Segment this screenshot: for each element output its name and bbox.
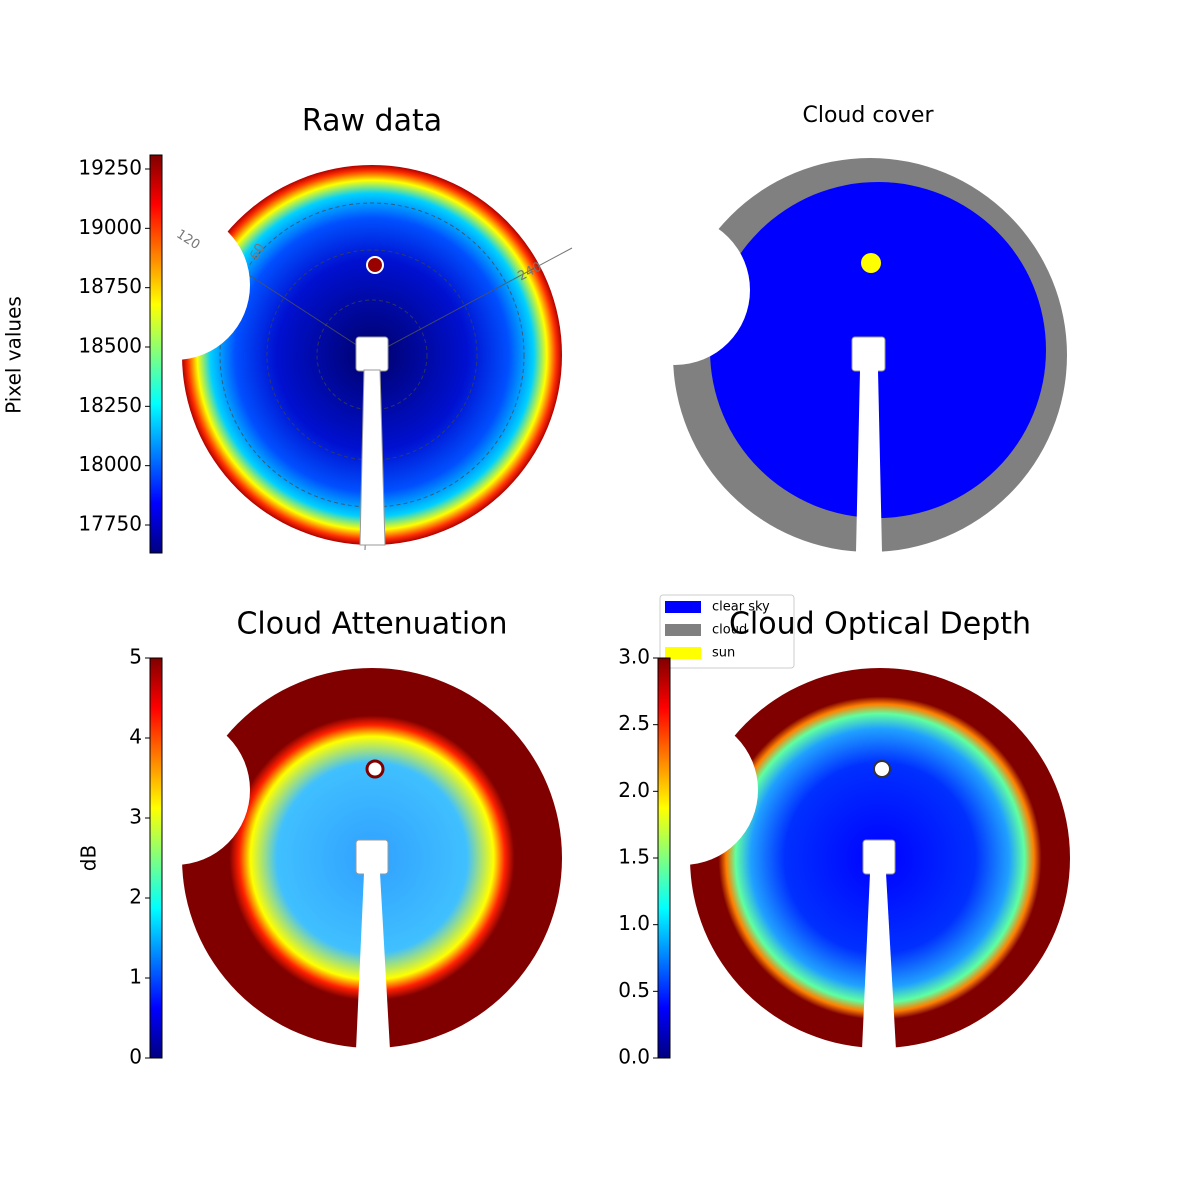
tick-label: 17750 xyxy=(78,511,142,535)
colorbar-label: dB xyxy=(77,845,101,871)
panel-title: Cloud Optical Depth xyxy=(729,607,1031,642)
tick-label: 18750 xyxy=(78,274,142,298)
legend: clear sky cloud sun xyxy=(659,594,795,669)
colorbar xyxy=(149,657,163,1059)
tick-label: 0.5 xyxy=(618,978,650,1002)
tick-label: 2 xyxy=(129,885,142,909)
legend-swatch xyxy=(665,647,701,659)
cloud-mask xyxy=(600,158,1067,552)
tick-label: 19000 xyxy=(78,215,142,239)
panel-title: Cloud Attenuation xyxy=(236,607,507,642)
panel-title: Raw data xyxy=(302,104,442,139)
tick-label: 3 xyxy=(129,805,142,829)
legend-label: cloud xyxy=(712,623,747,638)
tick-label: 0.0 xyxy=(618,1045,650,1069)
legend-swatch xyxy=(665,601,701,613)
colorbar-label: Pixel values xyxy=(2,296,26,414)
legend-swatch xyxy=(665,624,701,636)
tick-label: 18500 xyxy=(78,333,142,357)
sky-image xyxy=(100,668,562,1050)
colorbar xyxy=(149,154,163,554)
tick-label: 2.5 xyxy=(618,711,650,735)
panel-title: Cloud cover xyxy=(803,103,935,128)
legend-label: sun xyxy=(712,646,735,661)
tick-label: 1.0 xyxy=(618,911,650,935)
tick-label: 18000 xyxy=(78,452,142,476)
tick-label: 19250 xyxy=(78,156,142,180)
tick-label: 1 xyxy=(129,965,142,989)
tick-label: 1.5 xyxy=(618,845,650,869)
tick-label: 3.0 xyxy=(618,645,650,669)
tick-label: 4 xyxy=(129,725,142,749)
sky-image xyxy=(100,165,573,551)
legend-label: clear sky xyxy=(712,600,770,615)
tick-label: 18250 xyxy=(78,393,142,417)
tick-label: 0 xyxy=(129,1045,142,1069)
sky-image xyxy=(608,668,1070,1050)
colorbar xyxy=(657,657,671,1059)
polar-label: 60 xyxy=(247,241,268,263)
tick-label: 5 xyxy=(129,645,142,669)
tick-label: 2.0 xyxy=(618,778,650,802)
